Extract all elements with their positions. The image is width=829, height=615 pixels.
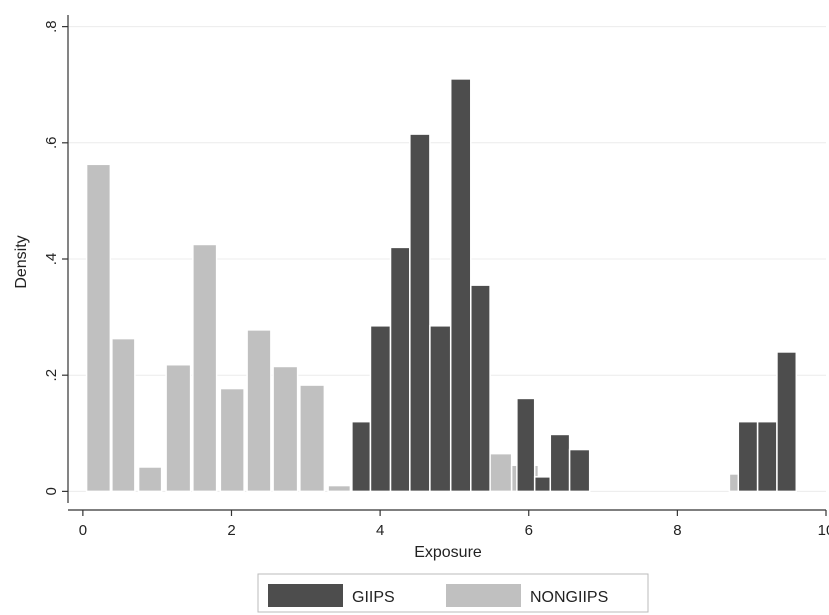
x-tick-label-1: 2: [227, 522, 235, 539]
nongiips-bar-6: [246, 329, 272, 493]
nongiips-bar-3: [165, 363, 192, 493]
giips-bar-11: [737, 420, 759, 493]
x-tick-label-2: 4: [376, 522, 384, 539]
giips-bar-0: [351, 420, 372, 493]
giips-bars: [351, 78, 798, 493]
x-axis-title: Exposure: [414, 544, 482, 561]
y-axis-title: Density: [13, 235, 30, 288]
y-tick-label-0: 0: [43, 487, 60, 495]
x-tick-label-0: 0: [79, 522, 87, 539]
giips-bar-12: [756, 420, 778, 493]
y-tick-label-4: .8: [43, 20, 60, 33]
nongiips-bar-7: [272, 365, 299, 493]
x-tick-label-4: 8: [673, 522, 681, 539]
giips-bar-2: [389, 246, 411, 493]
giips-bar-10: [568, 448, 591, 493]
legend-label-nongiips: NONGIIPS: [530, 589, 608, 606]
x-axis-ticks: 0 2 4 6 8 10: [79, 510, 829, 539]
legend-swatch-nongiips: [446, 584, 521, 607]
giips-bar-8: [533, 476, 552, 493]
giips-bar-7: [516, 397, 536, 493]
giips-bar-13: [776, 351, 798, 493]
nongiips-bar-9: [327, 484, 352, 493]
x-tick-label-5: 10: [818, 522, 829, 539]
giips-bar-3: [409, 133, 431, 493]
nongiips-bar-4: [192, 243, 218, 493]
giips-bar-1: [369, 325, 392, 493]
nongiips-bar-2: [137, 466, 163, 493]
y-tick-label-1: .2: [43, 369, 60, 382]
giips-bar-5: [449, 78, 472, 493]
y-tick-label-2: .4: [43, 253, 60, 266]
nongiips-bar-8: [299, 384, 326, 493]
x-tick-label-3: 6: [525, 522, 533, 539]
giips-bar-4: [429, 325, 452, 493]
nongiips-bar-1: [111, 337, 136, 493]
y-axis-ticks: 0 .2 .4 .6 .8: [43, 20, 68, 496]
legend-swatch-giips: [268, 584, 343, 607]
legend-label-giips: GIIPS: [352, 589, 395, 606]
nongiips-bar-5: [219, 387, 245, 493]
nongiips-bar-0: [85, 163, 112, 493]
giips-bar-9: [549, 433, 571, 493]
y-tick-label-3: .6: [43, 137, 60, 150]
giips-bar-6: [470, 284, 491, 493]
nongiips-bars: [85, 163, 784, 493]
legend: GIIPS NONGIIPS: [257, 573, 649, 613]
